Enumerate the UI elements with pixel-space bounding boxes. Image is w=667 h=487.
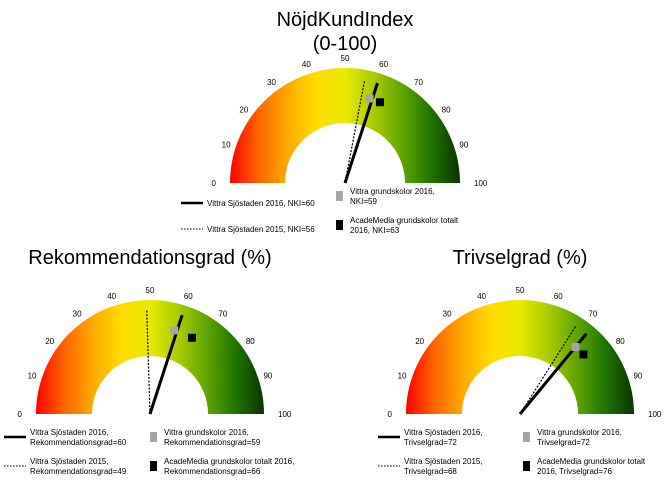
tick-label: 80	[442, 106, 451, 115]
tick-label: 100	[278, 410, 292, 419]
tick-label: 30	[443, 310, 452, 319]
tick-label: 40	[302, 60, 311, 69]
gauge-arc	[36, 300, 264, 414]
legend-label: Trivselgrad=72	[537, 438, 590, 447]
tick-label: 50	[516, 286, 525, 295]
legend-label: Rekommendationsgrad=59	[164, 438, 261, 447]
tick-label: 10	[28, 372, 37, 381]
gauge-2: Rekommendationsgrad (%) 0 10 20 30 40 50 60 70 80…	[4, 247, 294, 476]
tick-label: 40	[477, 292, 486, 301]
marker-academedia	[579, 350, 588, 359]
tick-label: 20	[45, 337, 54, 346]
tick-label: 80	[246, 337, 255, 346]
marker-vittra	[170, 326, 179, 335]
tick-label: 50	[146, 286, 155, 295]
marker-academedia	[375, 98, 384, 107]
gauge-subtitle: (0-100)	[313, 33, 377, 55]
marker-academedia	[187, 333, 196, 342]
tick-label: 0	[18, 410, 23, 419]
legend-label: Rekommendationsgrad=49	[30, 467, 127, 476]
legend-label: AcadeMedia grundskolor totalt	[537, 457, 646, 466]
legend-swatch-gray	[150, 432, 157, 442]
tick-label: 70	[218, 310, 227, 319]
legend-swatch-gray	[523, 432, 530, 442]
tick-label: 100	[474, 179, 488, 188]
tick-label: 20	[239, 106, 248, 115]
legend-swatch-gray	[336, 191, 343, 201]
legend-label: NKI=59	[350, 197, 377, 206]
marker-vittra	[571, 342, 580, 351]
legend-label: Rekommendationsgrad=60	[30, 438, 127, 447]
legend-label: Vittra grundskolor 2016,	[537, 428, 622, 437]
tick-label: 60	[554, 292, 563, 301]
tick-label: 70	[414, 78, 423, 87]
tick-label: 10	[398, 372, 407, 381]
legend-label: Vittra Sjöstaden 2016,	[404, 428, 483, 437]
gauge-1: NöjdKundIndex(0-100) 0 10 20 30 40 50 60 70 80 90 1…	[181, 9, 488, 235]
gauge-arc	[406, 300, 634, 414]
legend-swatch-black	[336, 220, 343, 230]
legend-label: Vittra Sjöstaden 2015,	[404, 457, 483, 466]
gauge-title: NöjdKundIndex	[277, 9, 414, 31]
tick-label: 70	[588, 310, 597, 319]
tick-label: 90	[633, 372, 642, 381]
legend-label: Vittra grundskolor 2016,	[164, 428, 249, 437]
legend-label: 2016, NKI=63	[350, 226, 400, 235]
legend-swatch-black	[523, 461, 530, 471]
gauge-3: Trivselgrad (%)0102030405060708090100Vit…	[378, 247, 662, 476]
tick-label: 80	[616, 337, 625, 346]
tick-label: 90	[263, 372, 272, 381]
tick-label: 0	[388, 410, 393, 419]
legend-label: Rekommendationsgrad=66	[164, 467, 261, 476]
legend-label: AcadeMedia grundskolor totalt	[350, 216, 459, 225]
tick-label: 30	[267, 78, 276, 87]
gauge-legend: Vittra Sjöstaden 2016,Trivselgrad=72Vitt…	[378, 428, 646, 476]
legend-label: Vittra Sjöstaden 2016, NKI=60	[207, 199, 315, 208]
tick-label: 20	[415, 337, 424, 346]
tick-label: 60	[379, 60, 388, 69]
marker-vittra	[365, 94, 374, 103]
legend-label: 2016, Trivselgrad=76	[537, 467, 612, 476]
tick-label: 40	[107, 292, 116, 301]
tick-label: 10	[222, 140, 231, 149]
legend-label: Vittra grundskolor 2016,	[350, 187, 435, 196]
legend-label: Trivselgrad=72	[404, 438, 457, 447]
legend-label: AcadeMedia grundskolor totalt 2016,	[164, 457, 294, 466]
gauge-title: Rekommendationsgrad (%)	[28, 247, 271, 269]
tick-label: 90	[459, 140, 468, 149]
tick-label: 0	[212, 179, 217, 188]
legend-label: Vittra Sjöstaden 2016,	[30, 428, 109, 437]
gauge-legend: Vittra Sjöstaden 2016,Rekommendationsgra…	[4, 428, 294, 476]
legend-label: Vittra Sjöstaden 2015,	[30, 457, 109, 466]
legend-label: Vittra Sjöstaden 2015, NKI=56	[207, 225, 315, 234]
gauge-legend: Vittra Sjöstaden 2016, NKI=60 Vittra Sjös…	[181, 187, 459, 235]
gauge-title: Trivselgrad (%)	[453, 247, 588, 269]
tick-label: 30	[73, 310, 82, 319]
tick-label: 50	[341, 54, 350, 63]
tick-label: 60	[184, 292, 193, 301]
gauge-arc	[230, 68, 460, 183]
needle-previous	[344, 79, 366, 184]
legend-label: Trivselgrad=68	[404, 467, 457, 476]
tick-label: 100	[648, 410, 662, 419]
legend-swatch-black	[150, 461, 157, 471]
